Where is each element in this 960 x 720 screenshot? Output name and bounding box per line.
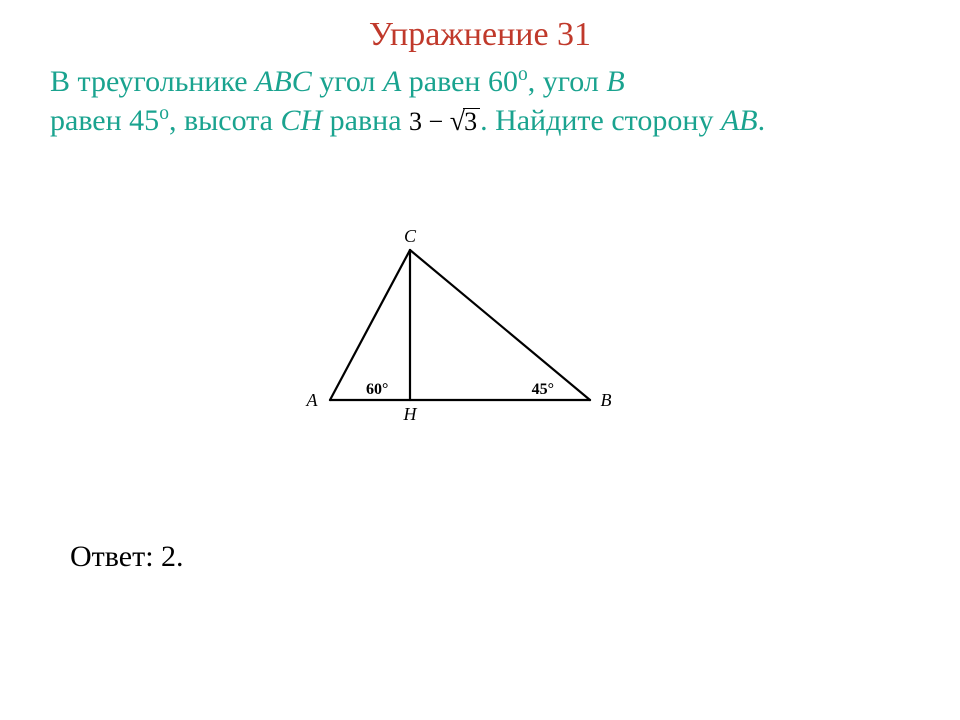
b: B	[606, 65, 624, 98]
problem-text: В треугольнике ABC угол A равен 60о, уго…	[50, 62, 870, 140]
abc: ABC	[255, 65, 312, 98]
answer-value: 2.	[161, 540, 184, 573]
svg-text:45°: 45°	[532, 381, 554, 398]
t8: . Найдите сторону	[480, 104, 721, 137]
answer: Ответ: 2.	[70, 540, 184, 574]
t7: равна	[322, 104, 409, 137]
t1: В треугольнике	[50, 65, 255, 98]
sqrt-icon: √3	[450, 104, 480, 140]
t4: , угол	[528, 65, 607, 98]
t5: равен 45	[50, 104, 159, 137]
expr-a: 3	[409, 107, 422, 136]
expr-root: 3	[463, 108, 480, 135]
t9: .	[758, 104, 766, 137]
svg-text:A: A	[306, 390, 319, 410]
svg-text:C: C	[404, 230, 417, 246]
svg-text:H: H	[403, 404, 418, 424]
expr-minus: −	[429, 107, 444, 136]
ab: AB	[721, 104, 758, 137]
deg2: о	[159, 103, 169, 124]
t2: угол	[312, 65, 383, 98]
deg1: о	[518, 64, 528, 85]
svg-text:60°: 60°	[366, 381, 388, 398]
a: A	[383, 65, 401, 98]
t6: , высота	[169, 104, 281, 137]
answer-label: Ответ:	[70, 540, 161, 573]
expression: 3 − √3	[409, 104, 480, 140]
slide: Упражнение 31 В треугольнике ABC угол A …	[0, 0, 960, 720]
triangle-diagram: A B C H 60° 45°	[300, 230, 620, 450]
t3: равен 60	[401, 65, 518, 98]
svg-text:B: B	[601, 390, 612, 410]
ch: CH	[280, 104, 322, 137]
slide-title: Упражнение 31	[0, 16, 960, 54]
